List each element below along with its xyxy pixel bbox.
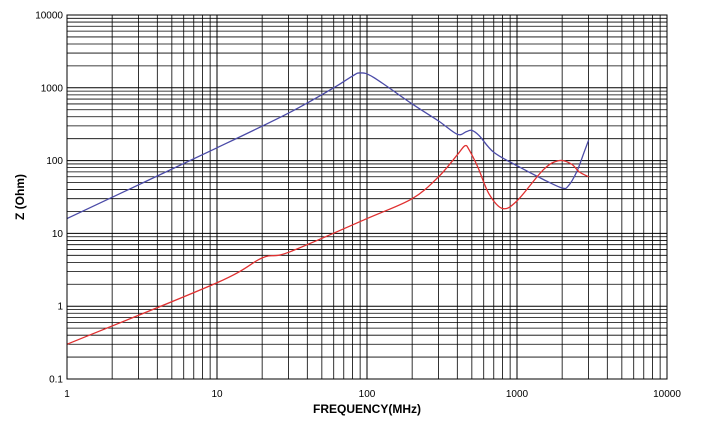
y-tick-label: 0.1 bbox=[49, 375, 63, 386]
grid bbox=[67, 15, 667, 379]
plot-frame bbox=[66, 14, 668, 380]
x-tick-labels: 1 10 100 1000 10000 bbox=[64, 389, 681, 400]
x-tick-label: 100 bbox=[359, 389, 376, 400]
y-tick-label: 1 bbox=[57, 302, 63, 313]
y-tick-label: 1000 bbox=[41, 83, 64, 94]
x-tick-label: 1000 bbox=[506, 389, 529, 400]
y-tick-label: 10000 bbox=[35, 11, 63, 22]
series-group bbox=[66, 72, 590, 345]
y-tick-label: 100 bbox=[46, 156, 63, 167]
x-tick-label: 10 bbox=[211, 389, 223, 400]
x-tick-label: 1 bbox=[64, 389, 70, 400]
x-axis-title: FREQUENCY(MHz) bbox=[313, 402, 421, 416]
x-tick-label: 10000 bbox=[653, 389, 681, 400]
y-tick-label: 10 bbox=[52, 229, 64, 240]
series-line-2 bbox=[66, 144, 589, 345]
y-tick-labels: 0.1 1 10 100 1000 10000 bbox=[35, 11, 63, 386]
series-line-1 bbox=[66, 72, 590, 220]
y-axis-title: Z (Ohm) bbox=[13, 174, 27, 220]
